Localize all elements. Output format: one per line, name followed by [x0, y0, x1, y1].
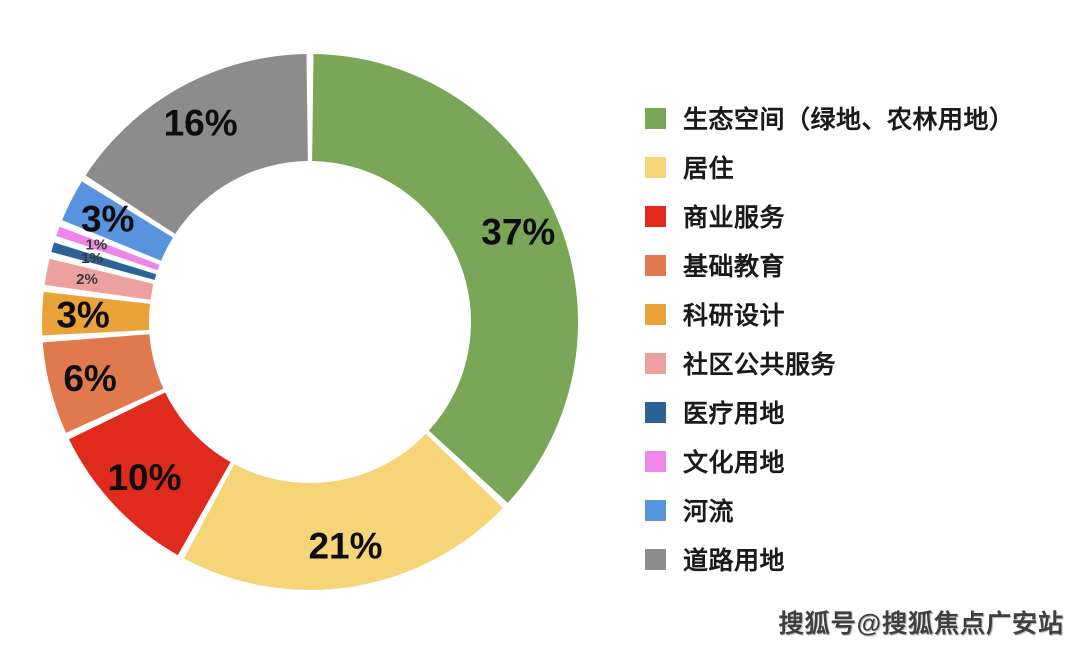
donut-slice-8 — [62, 181, 173, 261]
legend-label: 生态空间（绿地、农林用地） — [683, 106, 1015, 134]
legend-swatch-icon — [645, 548, 666, 570]
donut-slice-7 — [56, 226, 160, 271]
legend-swatch-icon — [645, 450, 666, 472]
legend-item-5: 社区公共服务 — [645, 349, 1015, 379]
legend-item-8: 河流 — [645, 496, 1015, 526]
donut-slice-9 — [85, 54, 308, 234]
legend-label: 医疗用地 — [683, 400, 786, 428]
legend-label: 文化用地 — [683, 449, 786, 477]
donut-slice-5 — [44, 258, 154, 300]
legend-item-9: 道路用地 — [645, 545, 1015, 575]
donut-slice-3 — [42, 334, 164, 433]
watermark: 搜狐号@搜狐焦点广安站 — [778, 610, 1064, 638]
legend-item-4: 科研设计 — [645, 300, 1015, 330]
slice-label-3: 6% — [63, 358, 116, 399]
legend-swatch-icon — [645, 401, 666, 423]
legend-swatch-icon — [645, 303, 666, 325]
legend-item-2: 商业服务 — [645, 202, 1015, 232]
legend: 生态空间（绿地、农林用地） 居住商业服务基础教育科研设计社区公共服务 医疗用地文化用… — [645, 104, 1015, 575]
legend-item-3: 基础教育 — [645, 251, 1015, 281]
donut-slice-2 — [69, 392, 231, 556]
legend-label: 道路用地 — [683, 547, 786, 575]
slice-label-1: 21% — [308, 526, 382, 567]
legend-swatch-icon — [645, 205, 666, 227]
slice-label-9: 16% — [164, 103, 238, 144]
legend-label: 居住 — [683, 155, 735, 183]
legend-swatch-icon — [645, 352, 666, 374]
legend-label: 基础教育 — [683, 253, 786, 281]
legend-label: 商业服务 — [683, 204, 786, 232]
legend-label: 科研设计 — [683, 302, 786, 330]
legend-swatch-icon — [645, 499, 666, 521]
slice-label-7: 1% — [86, 237, 108, 254]
legend-swatch-icon — [645, 107, 666, 129]
legend-item-0: 生态空间（绿地、农林用地） — [645, 104, 1015, 134]
legend-item-1: 居住 — [645, 153, 1015, 183]
donut-slice-4 — [41, 291, 151, 336]
legend-item-6: 医疗用地 — [645, 398, 1015, 428]
legend-swatch-icon — [645, 156, 666, 178]
slice-label-6: 1% — [81, 250, 103, 267]
legend-item-7: 文化用地 — [645, 447, 1015, 477]
legend-label: 河流 — [683, 498, 735, 526]
donut-slice-1 — [183, 433, 503, 590]
donut-slice-0 — [312, 54, 579, 503]
legend-swatch-icon — [645, 254, 666, 276]
slice-label-0: 37% — [481, 211, 555, 252]
slice-label-5: 2% — [76, 271, 98, 288]
legend-label: 社区公共服务 — [683, 351, 837, 379]
slice-label-4: 3% — [56, 294, 109, 335]
donut-slice-6 — [51, 242, 157, 280]
slice-label-8: 3% — [81, 198, 134, 239]
slice-label-2: 10% — [107, 457, 181, 498]
